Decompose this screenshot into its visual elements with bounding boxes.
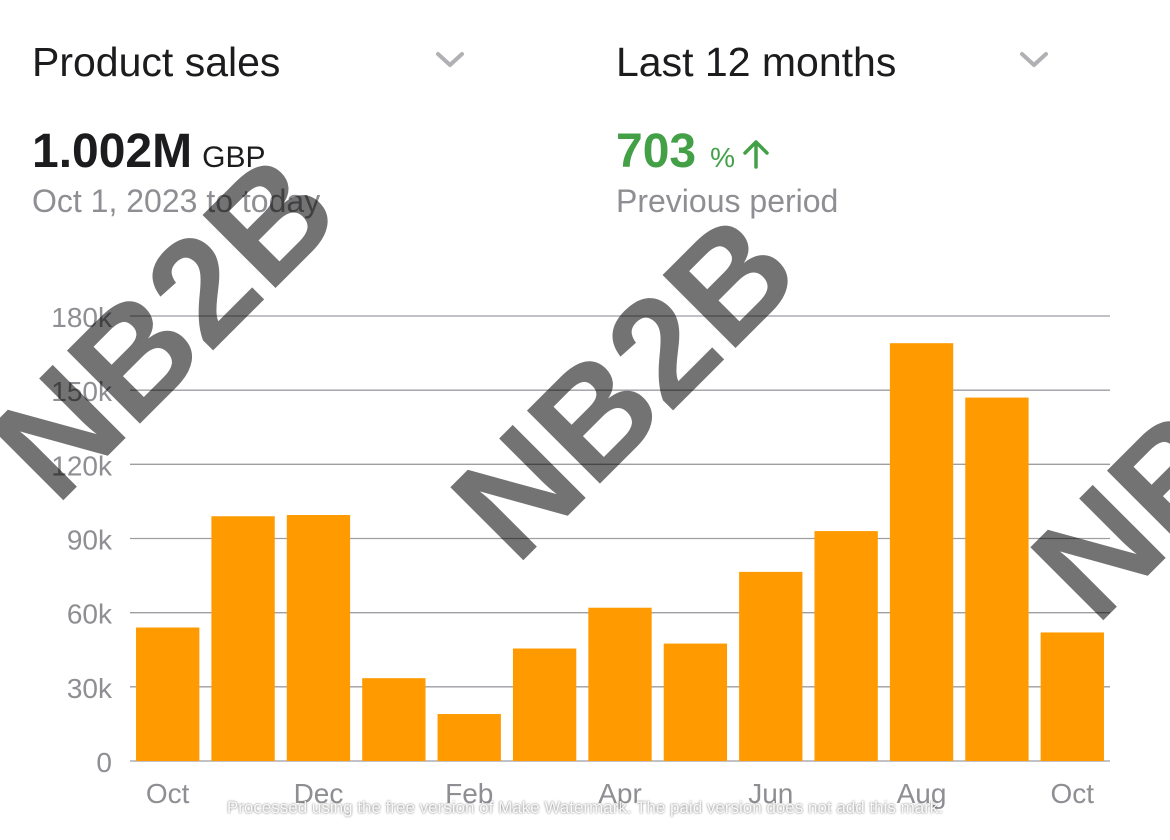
bar-feb[interactable] <box>437 714 501 761</box>
y-tick-label: 180k <box>51 302 113 333</box>
metric-selector-label: Product sales <box>32 38 281 85</box>
y-tick-label: 30k <box>67 673 113 704</box>
bar-mar[interactable] <box>512 648 577 761</box>
bar-jan[interactable] <box>362 678 426 761</box>
x-tick-label: Jun <box>748 778 793 809</box>
x-tick-label: Aug <box>897 778 947 809</box>
bar-may[interactable] <box>663 643 728 761</box>
period-selector[interactable]: Last 12 months <box>616 38 896 86</box>
change-percentage: 703% <box>616 124 773 186</box>
x-tick-label: Apr <box>598 778 642 809</box>
comparison-label: Previous period <box>616 183 839 219</box>
bar-oct[interactable] <box>136 627 200 762</box>
total-sales: 1.002M GBP <box>32 124 265 186</box>
bar-sep[interactable] <box>965 397 1029 761</box>
chevron-down-icon[interactable] <box>434 46 466 72</box>
y-tick-label: 90k <box>67 525 113 556</box>
sales-bar-chart: 0 30k 60k 90k 120k 150k 180k Oct Dec Feb Apr Jun Aug… <box>51 302 1110 809</box>
bar-dec[interactable] <box>286 515 351 761</box>
bar-oct[interactable] <box>1040 632 1104 761</box>
date-range-label: Oct 1, 2023 to today <box>32 183 321 219</box>
currency-unit: GBP <box>202 141 266 174</box>
y-tick-label: 60k <box>67 599 113 630</box>
bar-apr[interactable] <box>588 607 652 761</box>
x-tick-label: Oct <box>1051 778 1095 809</box>
bar-jun[interactable] <box>739 571 803 761</box>
y-tick-label: 120k <box>51 450 113 481</box>
bar-nov[interactable] <box>211 516 275 761</box>
y-tick-label: 0 <box>96 747 112 778</box>
arrow-up-icon <box>743 140 769 169</box>
bar-aug[interactable] <box>889 343 954 761</box>
chevron-down-icon[interactable] <box>1018 46 1050 72</box>
bar-jul[interactable] <box>814 531 878 761</box>
x-tick-label: Oct <box>146 778 190 809</box>
metric-selector[interactable]: Product sales <box>32 38 280 86</box>
y-tick-label: 150k <box>51 376 113 407</box>
percent-unit: % <box>710 142 735 173</box>
period-selector-label: Last 12 months <box>616 38 897 85</box>
x-tick-label: Dec <box>294 778 344 809</box>
change-value: 703 <box>616 125 697 178</box>
x-tick-label: Feb <box>445 778 493 809</box>
total-sales-value: 1.002M <box>32 125 193 178</box>
